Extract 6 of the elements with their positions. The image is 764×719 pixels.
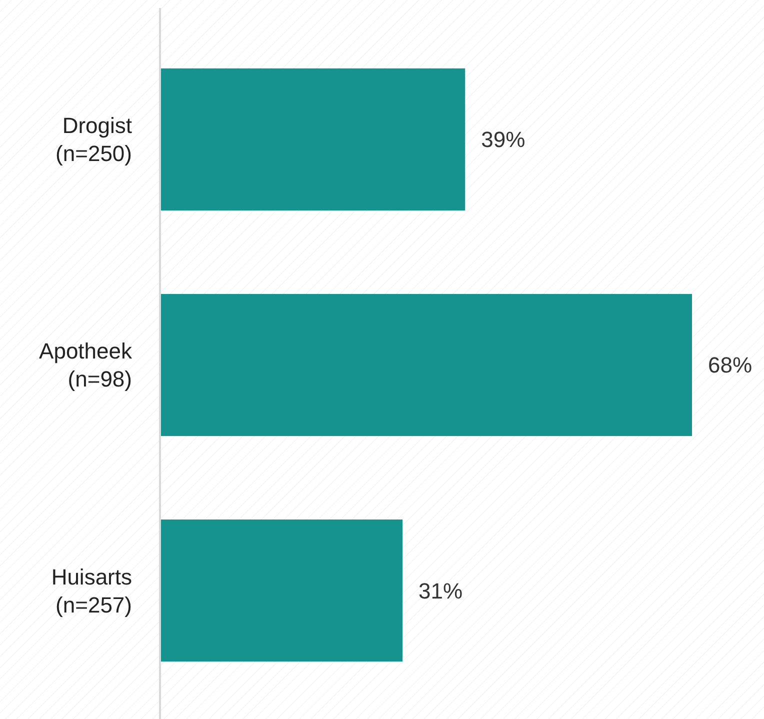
y-tick-label: Huisarts (n=257) xyxy=(51,564,132,618)
y-tick-label: Apotheek (n=98) xyxy=(39,338,133,392)
data-label: 39% xyxy=(481,127,526,152)
data-label: 68% xyxy=(708,352,752,378)
data-label: 31% xyxy=(418,578,463,604)
y-tick-label: Drogist (n=250) xyxy=(56,113,132,166)
